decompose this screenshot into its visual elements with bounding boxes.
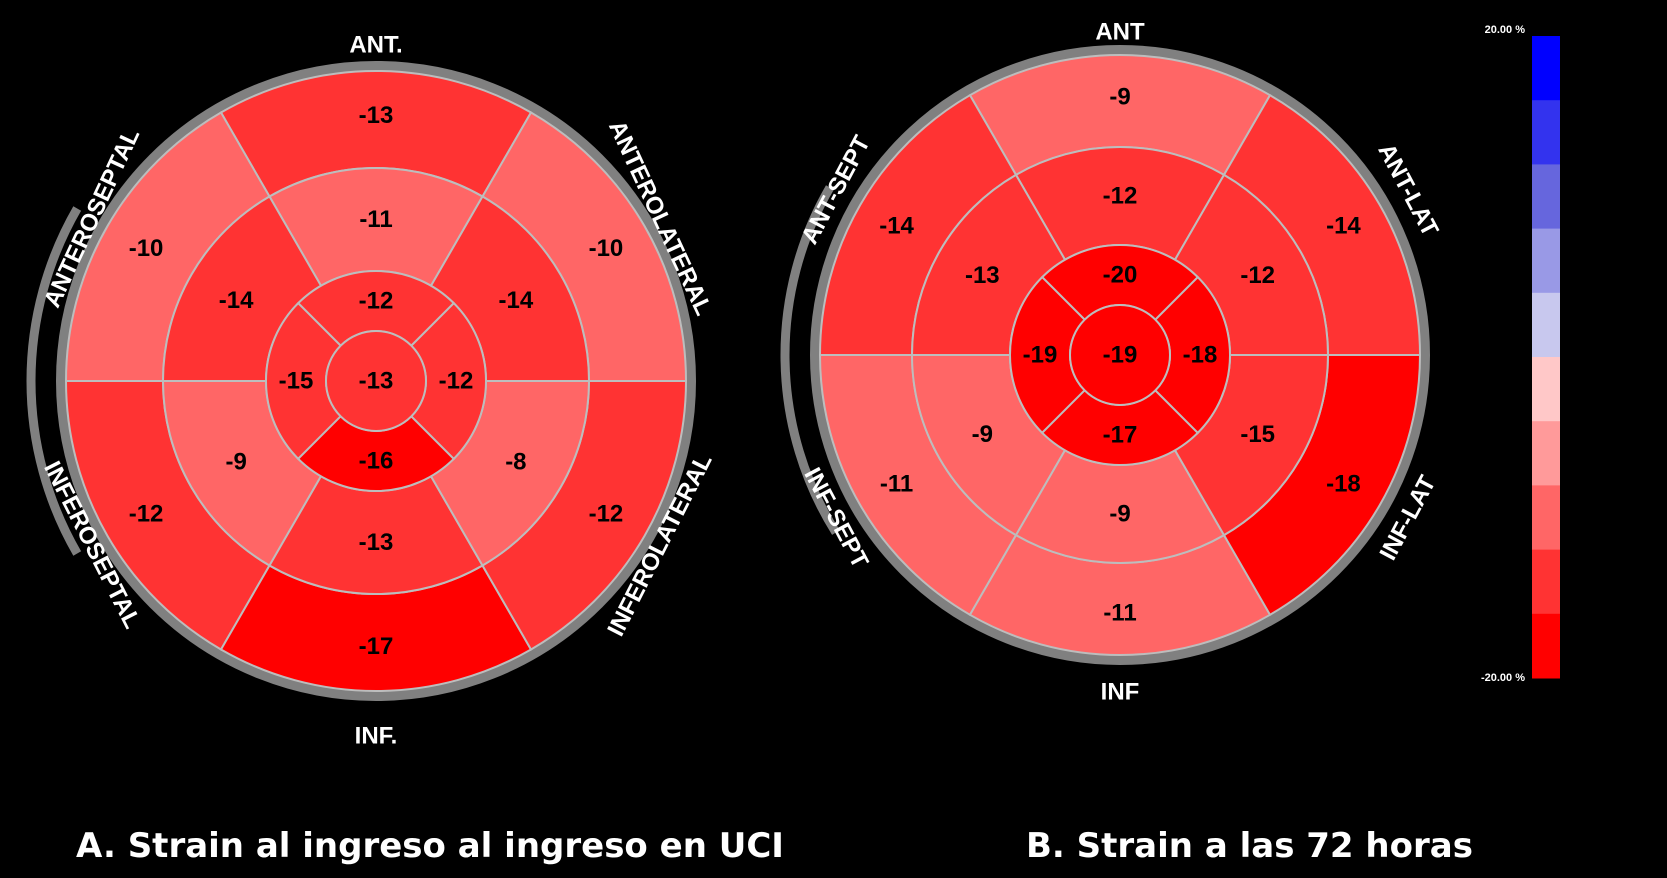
value-basal-inferoseptal: -12 bbox=[129, 500, 164, 527]
colorbar-band bbox=[1532, 613, 1560, 679]
value-mid-anterior: -12 bbox=[1103, 183, 1138, 210]
septal-bracket-arc bbox=[26, 206, 82, 556]
value-basal-inferior: -17 bbox=[359, 633, 394, 660]
value-basal-anterolateral: -10 bbox=[589, 235, 624, 262]
value-basal-anteroseptal: -10 bbox=[129, 235, 164, 262]
value-mid-anterior: -11 bbox=[359, 206, 392, 233]
colorbar-band bbox=[1532, 164, 1560, 230]
value-mid-inferolateral: -8 bbox=[505, 448, 526, 475]
value-apical-inferior: -17 bbox=[1103, 422, 1138, 449]
colorbar-band bbox=[1532, 292, 1560, 358]
value-mid-anteroseptal: -14 bbox=[219, 287, 254, 314]
value-mid-anterolateral: -14 bbox=[499, 287, 534, 314]
bullseye-a: -13 -11 -10 -14 -12 -9 -17 -13 -12 -8 -10 -14 -12 -15… bbox=[26, 32, 718, 750]
caption-a: A. Strain al ingreso al ingreso en UCI bbox=[76, 826, 784, 866]
segment-apex bbox=[325, 330, 427, 432]
outer-ring bbox=[810, 45, 1430, 665]
value-apical-anterior: -12 bbox=[359, 288, 394, 315]
segment-apex bbox=[1069, 304, 1171, 406]
value-apical-anterior: -20 bbox=[1103, 262, 1138, 289]
caption-b: B. Strain a las 72 horas bbox=[1026, 826, 1473, 866]
value-mid-inferior: -13 bbox=[359, 529, 394, 556]
colorbar-band bbox=[1532, 549, 1560, 615]
value-apical-lateral: -12 bbox=[439, 368, 474, 395]
colorbar-band bbox=[1532, 36, 1560, 101]
value-basal-inferolateral: -12 bbox=[589, 500, 624, 527]
colorbar-min-label: -20.00 % bbox=[1481, 672, 1525, 684]
wall-label-top: ANT. bbox=[349, 32, 402, 59]
colorbar-band bbox=[1532, 100, 1560, 165]
value-apical-septal: -19 bbox=[1023, 342, 1058, 369]
value-basal-anteroseptal: -14 bbox=[879, 213, 914, 240]
value-apex: -13 bbox=[359, 368, 394, 395]
value-basal-anterior: -9 bbox=[1109, 84, 1130, 111]
outer-ring bbox=[56, 61, 696, 701]
colorbar: 20.00 % -20.00 % bbox=[1481, 24, 1560, 684]
colorbar-band bbox=[1532, 228, 1560, 294]
septal-bracket-arc bbox=[780, 185, 840, 535]
value-mid-anterolateral: -12 bbox=[1240, 262, 1275, 289]
colorbar-max-label: 20.00 % bbox=[1485, 24, 1526, 36]
bullseye-b: -9 -12 -14 -13 -11 -9 -11 -9 -18 -15 -14 -12 -20 -19 -… bbox=[780, 19, 1444, 706]
wall-label-top: ANT bbox=[1095, 19, 1145, 46]
colorbar-band bbox=[1532, 357, 1560, 422]
value-basal-anterior: -13 bbox=[359, 102, 394, 129]
value-basal-inferolateral: -18 bbox=[1326, 471, 1361, 498]
wall-label-bottom: INF bbox=[1101, 679, 1140, 706]
value-apical-septal: -15 bbox=[279, 368, 314, 395]
value-mid-inferoseptal: -9 bbox=[972, 421, 993, 448]
value-mid-anteroseptal: -13 bbox=[965, 262, 1000, 289]
value-basal-inferior: -11 bbox=[1103, 600, 1136, 627]
value-basal-inferoseptal: -11 bbox=[880, 471, 913, 498]
wall-label-bottom: INF. bbox=[355, 723, 398, 750]
value-mid-inferoseptal: -9 bbox=[225, 448, 246, 475]
colorbar-band bbox=[1532, 485, 1560, 551]
value-mid-inferior: -9 bbox=[1109, 501, 1130, 528]
value-apical-lateral: -18 bbox=[1183, 342, 1218, 369]
value-basal-anterolateral: -14 bbox=[1326, 213, 1361, 240]
colorbar-band bbox=[1532, 421, 1560, 486]
value-mid-inferolateral: -15 bbox=[1240, 421, 1275, 448]
value-apex: -19 bbox=[1103, 342, 1138, 369]
value-apical-inferior: -16 bbox=[359, 448, 394, 475]
